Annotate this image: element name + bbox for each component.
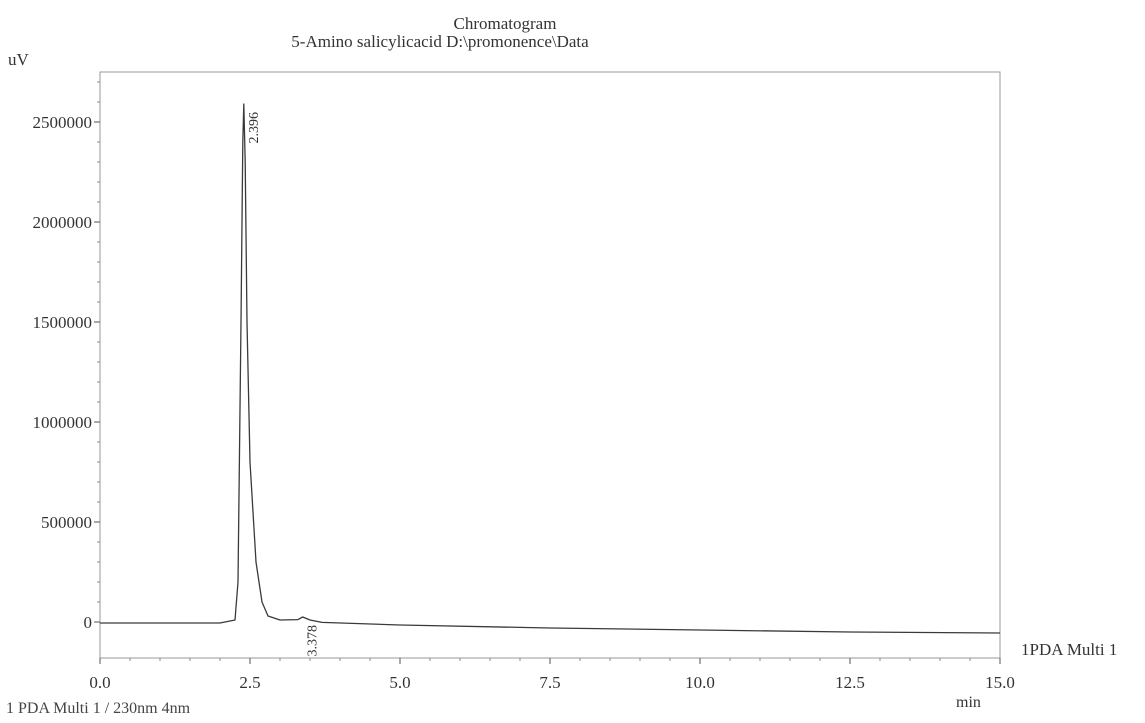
- x-tick-label: 5.0: [389, 673, 410, 692]
- peak-label: 3.378: [306, 625, 321, 657]
- axes: [94, 81, 1001, 664]
- x-tick-label: 12.5: [835, 673, 865, 692]
- x-tick-label: 0.0: [89, 673, 110, 692]
- y-tick-label: 1500000: [33, 313, 93, 332]
- x-axis-label: min: [956, 694, 981, 711]
- peak-label: 2.396: [247, 112, 262, 144]
- series-trace: [100, 103, 1001, 634]
- x-tick-label: 15.0: [985, 673, 1015, 692]
- chart-subtitle: 5-Amino salicylicacid D:\promonence\Data: [291, 32, 589, 51]
- series-layer: [100, 103, 1001, 634]
- plot-frame: [99, 71, 1001, 659]
- legend-entry: 1 PDA Multi 1 / 230nm 4nm: [6, 700, 191, 717]
- x-tick-label: 10.0: [685, 673, 715, 692]
- y-tick-label: 500000: [41, 513, 92, 532]
- y-tick-label: 1000000: [33, 413, 93, 432]
- tick-labels: 0 500000 1000000 1500000 2000000 2500000 0.0 2.…: [33, 113, 1015, 692]
- peak-labels: 2.396 3.378: [247, 112, 321, 657]
- y-tick-label: 2000000: [33, 213, 93, 232]
- x-tick-label: 7.5: [539, 673, 560, 692]
- chart-title: Chromatogram: [453, 14, 557, 33]
- channel-label: 1PDA Multi 1: [1021, 640, 1118, 659]
- y-tick-label: 2500000: [33, 113, 93, 132]
- y-tick-label: 0: [84, 613, 93, 632]
- x-tick-label: 2.5: [239, 673, 260, 692]
- y-axis-label: uV: [8, 50, 29, 69]
